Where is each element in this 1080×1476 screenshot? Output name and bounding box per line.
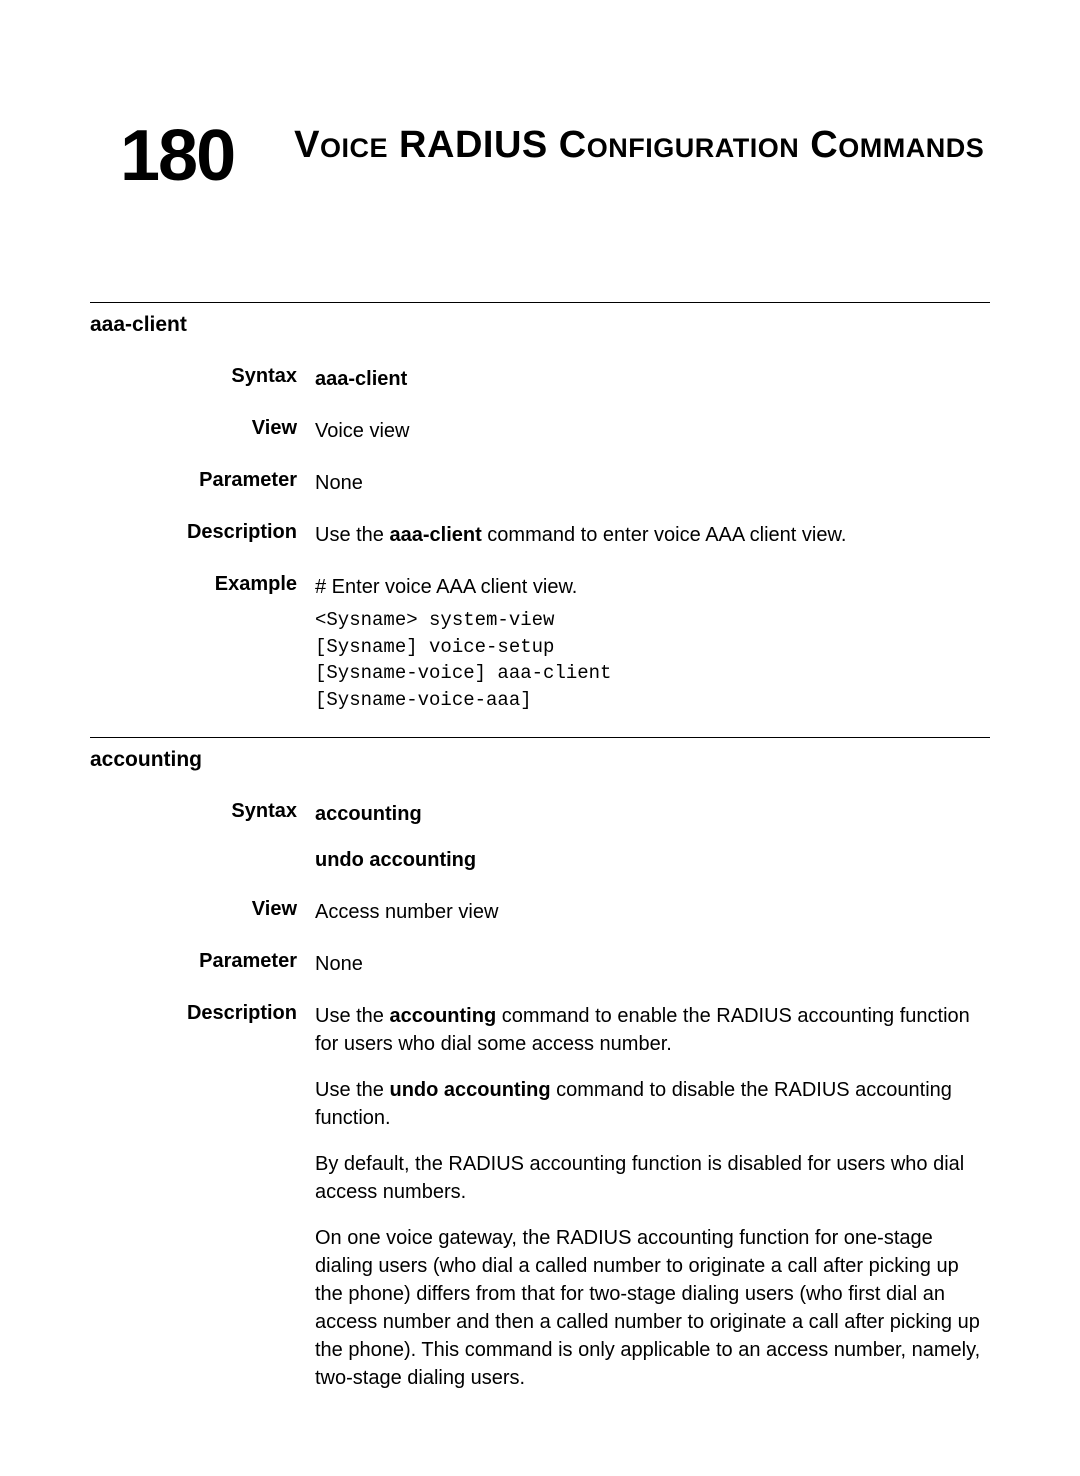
content-syntax: accounting undo accounting <box>315 800 990 874</box>
content-description: Use the aaa-client command to enter voic… <box>315 521 990 549</box>
content-parameter: None <box>315 469 990 497</box>
p1-pre: Use the <box>315 1005 389 1027</box>
label-parameter: Parameter <box>90 469 315 497</box>
entry-syntax: Syntax aaa-client <box>90 365 990 393</box>
p1-bold: accounting <box>389 1005 496 1027</box>
desc-post: command to enter voice AAA client view. <box>482 524 847 546</box>
syntax-line: undo accounting <box>315 846 990 874</box>
chapter-header: 180 Voice RADIUS Configuration Commands <box>90 120 990 192</box>
entry-syntax: Syntax accounting undo accounting <box>90 800 990 874</box>
syntax-line: accounting <box>315 800 990 828</box>
content-parameter: None <box>315 950 990 978</box>
label-description: Description <box>90 521 315 549</box>
content-description: Use the accounting command to enable the… <box>315 1002 990 1392</box>
p2-pre: Use the <box>315 1079 389 1101</box>
entry-view: View Voice view <box>90 417 990 445</box>
section-rule <box>90 737 990 738</box>
entry-parameter: Parameter None <box>90 950 990 978</box>
content-syntax: aaa-client <box>315 365 990 393</box>
label-description: Description <box>90 1002 315 1392</box>
desc-bold: aaa-client <box>389 524 481 546</box>
content-view: Voice view <box>315 417 990 445</box>
page: 180 Voice RADIUS Configuration Commands … <box>0 0 1080 1476</box>
label-syntax: Syntax <box>90 365 315 393</box>
entry-example: Example # Enter voice AAA client view. <… <box>90 573 990 713</box>
chapter-title: Voice RADIUS Configuration Commands <box>294 122 984 170</box>
syntax-line: aaa-client <box>315 365 990 393</box>
entry-description: Description Use the aaa-client command t… <box>90 521 990 549</box>
label-view: View <box>90 898 315 926</box>
content-example: # Enter voice AAA client view. <Sysname>… <box>315 573 990 713</box>
desc-p2: Use the undo accounting command to disab… <box>315 1076 990 1132</box>
desc-p3: By default, the RADIUS accounting functi… <box>315 1150 990 1206</box>
entry-description: Description Use the accounting command t… <box>90 1002 990 1392</box>
p2-bold: undo accounting <box>389 1079 550 1101</box>
label-view: View <box>90 417 315 445</box>
example-code: <Sysname> system-view [Sysname] voice-se… <box>315 607 990 713</box>
section-title-aaa-client: aaa-client <box>90 313 990 337</box>
section-title-accounting: accounting <box>90 748 990 772</box>
entry-view: View Access number view <box>90 898 990 926</box>
label-syntax: Syntax <box>90 800 315 874</box>
desc-p1: Use the accounting command to enable the… <box>315 1002 990 1058</box>
entry-parameter: Parameter None <box>90 469 990 497</box>
chapter-number: 180 <box>120 120 234 192</box>
example-intro: # Enter voice AAA client view. <box>315 573 990 601</box>
desc-p4: On one voice gateway, the RADIUS account… <box>315 1224 990 1392</box>
content-view: Access number view <box>315 898 990 926</box>
section-rule <box>90 302 990 303</box>
label-example: Example <box>90 573 315 713</box>
label-parameter: Parameter <box>90 950 315 978</box>
desc-pre: Use the <box>315 524 389 546</box>
